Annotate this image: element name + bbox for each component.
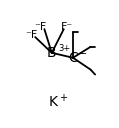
- Text: C: C: [68, 51, 78, 65]
- Text: 3+: 3+: [58, 44, 70, 53]
- Text: ⁻F: ⁻F: [25, 30, 38, 40]
- Text: K: K: [49, 95, 58, 109]
- Text: +: +: [59, 93, 67, 103]
- Text: −: −: [79, 49, 87, 59]
- Text: ⁻F: ⁻F: [35, 22, 47, 32]
- Text: B: B: [47, 46, 57, 60]
- Text: F⁻: F⁻: [60, 22, 73, 32]
